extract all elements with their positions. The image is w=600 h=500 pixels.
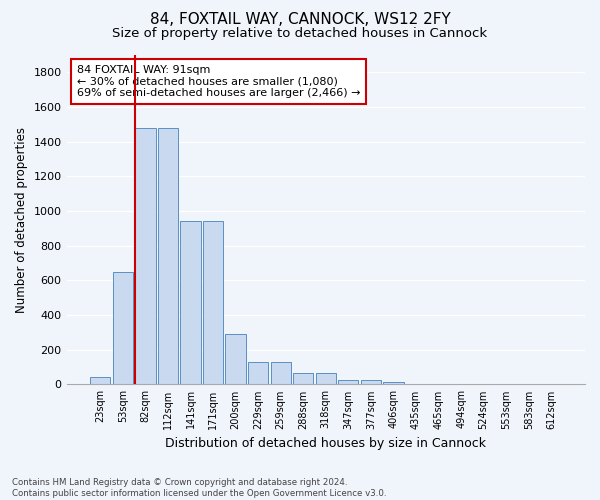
- Bar: [226, 334, 246, 384]
- Bar: [203, 222, 223, 384]
- Bar: [158, 128, 178, 384]
- Bar: [293, 373, 313, 384]
- Bar: [113, 272, 133, 384]
- Text: Contains HM Land Registry data © Crown copyright and database right 2024.
Contai: Contains HM Land Registry data © Crown c…: [12, 478, 386, 498]
- Bar: [338, 380, 358, 384]
- Bar: [316, 373, 336, 384]
- Bar: [90, 378, 110, 384]
- Bar: [181, 222, 200, 384]
- Bar: [248, 362, 268, 384]
- Text: 84 FOXTAIL WAY: 91sqm
← 30% of detached houses are smaller (1,080)
69% of semi-d: 84 FOXTAIL WAY: 91sqm ← 30% of detached …: [77, 65, 361, 98]
- Bar: [135, 128, 155, 384]
- Bar: [383, 382, 404, 384]
- X-axis label: Distribution of detached houses by size in Cannock: Distribution of detached houses by size …: [165, 437, 486, 450]
- Bar: [361, 380, 381, 384]
- Y-axis label: Number of detached properties: Number of detached properties: [15, 126, 28, 312]
- Text: 84, FOXTAIL WAY, CANNOCK, WS12 2FY: 84, FOXTAIL WAY, CANNOCK, WS12 2FY: [149, 12, 451, 28]
- Text: Size of property relative to detached houses in Cannock: Size of property relative to detached ho…: [112, 28, 488, 40]
- Bar: [271, 362, 291, 384]
